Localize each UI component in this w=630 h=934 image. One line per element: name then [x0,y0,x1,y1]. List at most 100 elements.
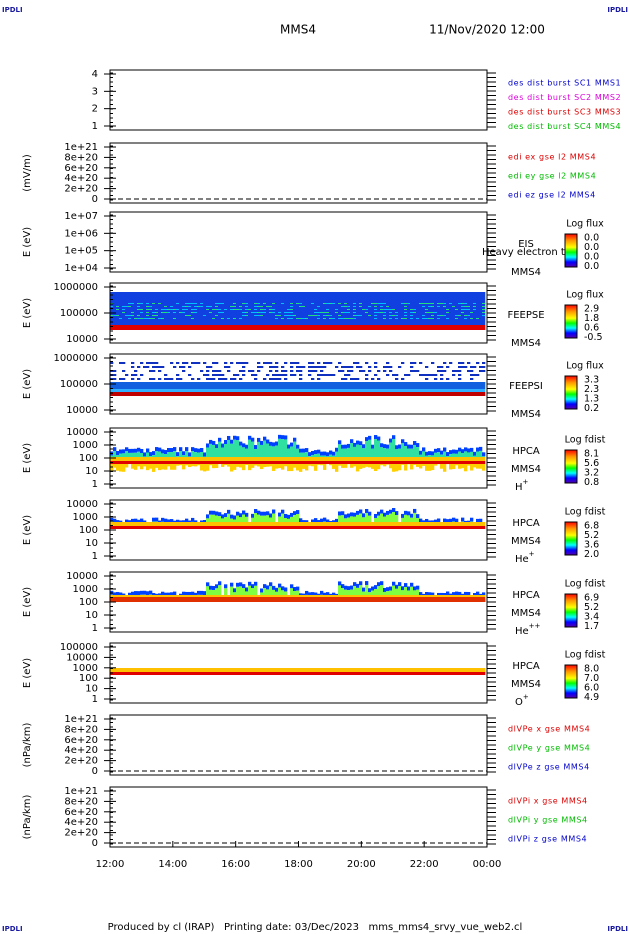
spectrogram-cell [215,511,219,516]
spectrogram-cell [422,447,426,452]
spectrogram-cell [344,461,348,464]
spectrogram-cell [122,453,126,457]
spectrogram-cell [365,668,369,672]
spectrogram-cell [140,325,144,330]
spectrogram-cell [365,389,369,392]
spectrogram-cell [200,325,204,330]
spectrogram-cell [311,597,315,602]
spectrogram-cell [260,526,264,529]
spectrogram-cell [188,464,192,468]
spectrogram-cell [308,456,312,457]
spectrogram-cell [194,312,198,313]
y-tick-label: 8e+20 [64,724,98,735]
spectrogram-cell [251,526,255,529]
spectrogram-cell [128,522,132,526]
spectrogram-cell [425,592,429,597]
spectrogram-cell [467,668,471,672]
spectrogram-cell [254,668,258,672]
spectrogram-cell [299,325,303,330]
spectrogram-cell [341,444,345,449]
spectrogram-cell [293,389,297,392]
colorbar [564,304,578,339]
y-tick-label: 100 [79,597,98,608]
spectrogram-cell [344,597,348,602]
spectrogram-cell [389,457,393,461]
spectrogram-cell [152,366,156,368]
spectrogram-cell [395,445,399,450]
spectrogram-cell [395,382,399,389]
spectrogram-cell [155,366,159,368]
spectrogram-cell [251,597,255,602]
spectrogram-cell [125,315,129,316]
spectrogram-cell [212,510,216,515]
spectrogram-cell [467,464,471,466]
panel-frame [109,69,488,131]
spectrogram-cell [479,464,483,469]
spectrogram-cell [422,392,426,396]
spectrogram-cell [275,292,279,325]
spectrogram-cell [128,668,132,672]
spectrogram-cell [314,450,318,455]
spectrogram-cell [251,461,255,464]
spectrogram-cell [134,448,138,453]
spectrogram-cell [227,513,231,522]
y-tick-label: 1000 [73,512,98,523]
spectrogram-cell [392,585,396,595]
y-axis-label: E (eV) [22,658,33,688]
spectrogram-cell [356,382,360,389]
spectrogram-cell [260,597,264,602]
spectrogram-cell [266,461,270,464]
spectrogram-cell [125,597,129,602]
spectrogram-cell [308,392,312,396]
species-charge: + [523,478,529,486]
spectrogram-cell [404,583,408,588]
instrument-label: FEEPSI [509,381,543,392]
spectrogram-cell [188,389,192,392]
spectrogram-cell [164,461,168,464]
spectrogram-cell [197,325,201,330]
spectrogram-cell [251,464,255,468]
spectrogram-cell [368,457,372,461]
spectrogram-cell [344,589,348,595]
spectrogram-cell [443,325,447,330]
spectrogram-cell [317,318,321,319]
spectrogram-cell [458,389,462,392]
spectrogram-cell [329,292,333,325]
spectrogram-cell [287,457,291,461]
spectrogram-cell [341,366,345,368]
y-tick-label: 8e+20 [64,152,98,163]
spectrogram-cell [254,382,258,389]
spectrogram-cell [353,382,357,389]
spectrogram-cell [209,672,213,675]
spectrogram-cell [305,318,309,319]
spectrogram-cell [374,389,378,392]
spectrogram-cell [326,522,330,526]
spectrogram-cell [380,513,384,522]
spectrogram-cell [182,309,186,310]
spectrogram-cell [476,526,480,529]
spectrogram-cell [455,457,459,461]
spectrogram-cell [260,511,264,516]
spectrogram-cell [380,392,384,396]
spectrogram-cell [251,441,255,457]
spectrogram-cell [269,378,273,380]
spectrogram-cell [269,392,273,396]
spectrogram-cell [278,438,282,457]
spectrogram-cell [269,526,273,529]
spectrogram-cell [446,309,450,310]
spectrogram-cell [113,315,117,316]
spectrogram-cell [158,526,162,529]
spectrogram-cell [377,582,381,587]
spectrogram-cell [236,362,240,364]
spectrogram-cell [188,672,192,675]
spectrogram-cell [440,303,444,304]
spectrogram-cell [362,517,366,522]
spectrogram-cell [248,581,252,586]
spectrogram-cell [323,668,327,672]
spectrogram-cell [239,362,243,364]
spectrogram-cell [191,451,195,457]
spectrogram-cell [461,526,465,529]
spectrogram-cell [389,389,393,392]
spectrogram-cell [341,312,345,313]
spectrogram-cell [452,449,456,454]
